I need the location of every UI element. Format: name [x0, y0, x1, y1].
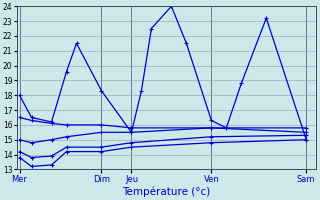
- X-axis label: Température (°c): Température (°c): [122, 187, 211, 197]
